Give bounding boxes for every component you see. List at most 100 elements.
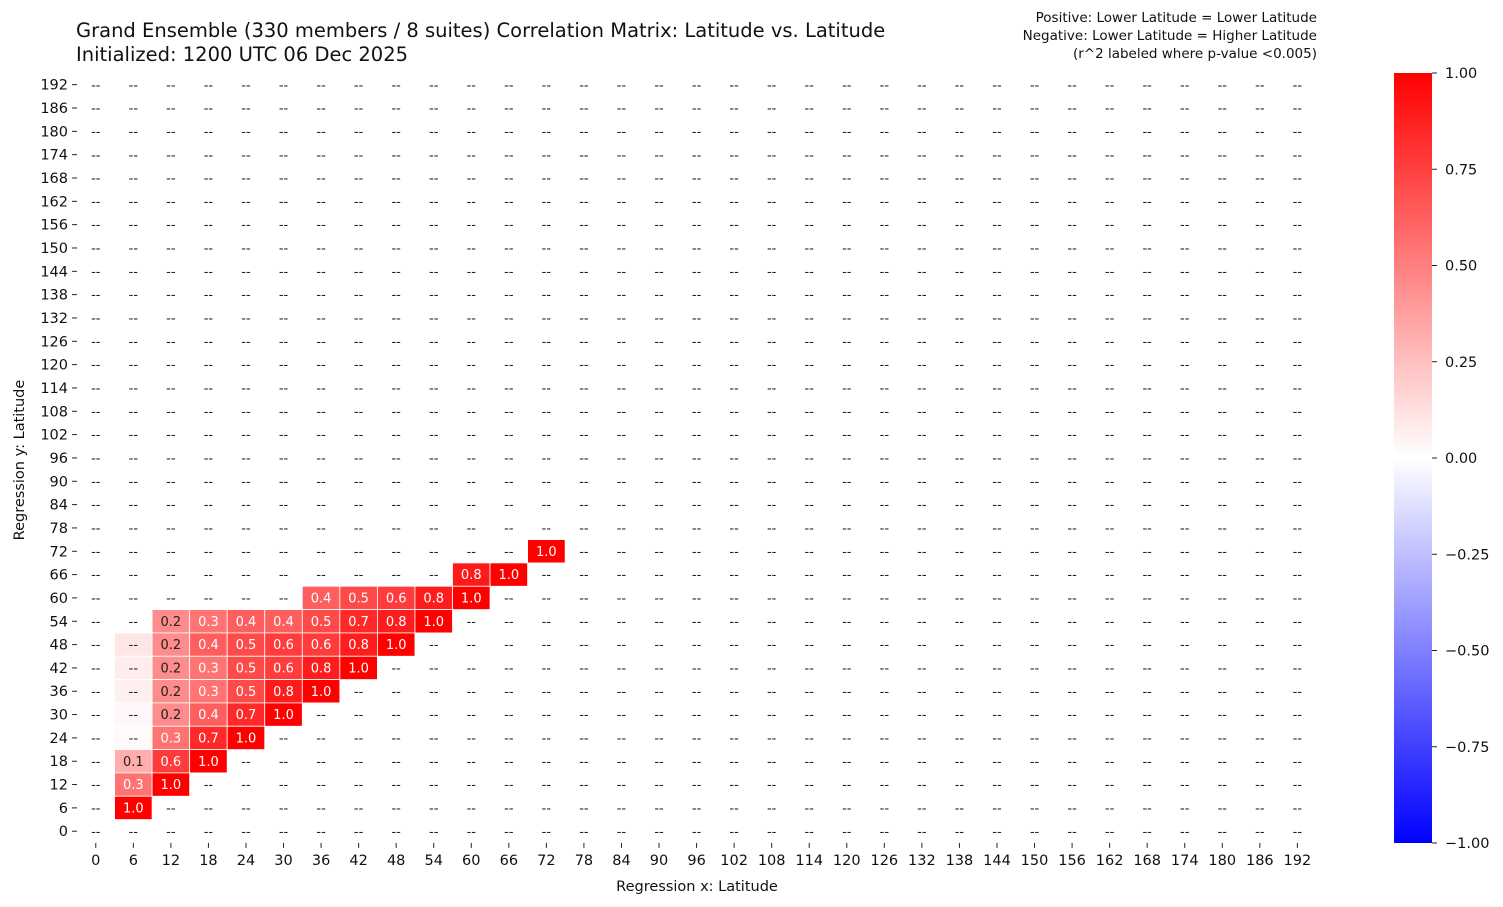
cell-value-label: -- xyxy=(1180,382,1190,397)
cell-value-label: -- xyxy=(1255,148,1265,163)
cell-value-label: -- xyxy=(354,78,364,93)
cell-value-label: 1.0 xyxy=(311,685,332,700)
cell-value-label: -- xyxy=(1030,638,1040,653)
cell-value-label: -- xyxy=(279,195,289,210)
cell-value-label: -- xyxy=(1180,78,1190,93)
cell-value-label: -- xyxy=(129,195,139,210)
cell-value-label: -- xyxy=(805,592,815,607)
cell-value-label: -- xyxy=(129,732,139,747)
cell-value-label: -- xyxy=(467,78,477,93)
cell-value-label: -- xyxy=(729,195,739,210)
cell-value-label: -- xyxy=(391,125,401,140)
cell-value-label: -- xyxy=(805,382,815,397)
y-tick-label: 132 xyxy=(40,311,68,327)
cell-value-label: -- xyxy=(917,801,927,816)
chart-title: Grand Ensemble (330 members / 8 suites) … xyxy=(76,19,885,67)
cell-value-label: -- xyxy=(504,428,514,443)
x-tick-label: 168 xyxy=(1133,853,1161,869)
cell-value-label: -- xyxy=(1142,428,1152,443)
cell-value-label: -- xyxy=(429,638,439,653)
cell-value-label: -- xyxy=(204,498,214,513)
cell-value-label: -- xyxy=(1180,545,1190,560)
cell-value-label: -- xyxy=(1180,592,1190,607)
cell-value-label: -- xyxy=(129,825,139,840)
cell-value-label: -- xyxy=(542,685,552,700)
cell-value-label: -- xyxy=(391,778,401,793)
cell-value-label: -- xyxy=(129,218,139,233)
cell-value-label: -- xyxy=(917,288,927,303)
cell-value-label: -- xyxy=(467,732,477,747)
cell-value-label: -- xyxy=(1067,801,1077,816)
cell-value-label: -- xyxy=(1105,312,1115,327)
cell-value-label: -- xyxy=(992,242,1002,257)
cell-value-label: -- xyxy=(1255,335,1265,350)
cell-value-label: -- xyxy=(429,382,439,397)
cell-value-label: -- xyxy=(391,382,401,397)
colorbar-tick-label: −0.75 xyxy=(1445,740,1489,756)
cell-value-label: -- xyxy=(617,545,627,560)
cell-value-label: -- xyxy=(91,382,101,397)
cell-value-label: -- xyxy=(91,452,101,467)
cell-value-label: -- xyxy=(504,335,514,350)
cell-value-label: 0.8 xyxy=(386,615,407,630)
cell-value-label: -- xyxy=(654,148,664,163)
cell-value-label: -- xyxy=(467,172,477,187)
cell-value-label: -- xyxy=(955,78,965,93)
heatmap-cell xyxy=(489,562,528,587)
cell-value-label: -- xyxy=(654,312,664,327)
cell-value-label: -- xyxy=(204,312,214,327)
cell-value-label: -- xyxy=(241,358,251,373)
cell-value-label: -- xyxy=(692,242,702,257)
cell-value-label: 0.5 xyxy=(236,685,257,700)
cell-value-label: -- xyxy=(729,522,739,537)
cell-value-label: -- xyxy=(91,498,101,513)
cell-value-label: -- xyxy=(542,102,552,117)
cell-value-label: -- xyxy=(805,195,815,210)
cell-value-label: -- xyxy=(1067,335,1077,350)
cell-value-label: -- xyxy=(204,475,214,490)
cell-value-label: -- xyxy=(880,148,890,163)
cell-value-label: -- xyxy=(1180,615,1190,630)
cell-value-label: -- xyxy=(542,825,552,840)
cell-value-label: -- xyxy=(354,265,364,280)
cell-value-label: -- xyxy=(692,452,702,467)
cell-value-label: -- xyxy=(354,732,364,747)
cell-value-label: -- xyxy=(1218,708,1228,723)
heatmap-cell xyxy=(264,702,303,727)
cell-value-label: -- xyxy=(617,475,627,490)
cell-value-label: -- xyxy=(241,755,251,770)
cell-value-label: -- xyxy=(917,242,927,257)
cell-value-label: -- xyxy=(579,592,589,607)
cell-value-label: -- xyxy=(917,195,927,210)
cell-value-label: -- xyxy=(1293,778,1303,793)
x-tick-label: 126 xyxy=(870,853,898,869)
cell-value-label: -- xyxy=(391,102,401,117)
cell-value-label: -- xyxy=(992,801,1002,816)
cell-value-label: -- xyxy=(1255,732,1265,747)
cell-value-label: -- xyxy=(467,265,477,280)
cell-value-label: -- xyxy=(129,568,139,583)
cell-value-label: -- xyxy=(429,148,439,163)
cell-value-label: -- xyxy=(429,685,439,700)
cell-value-label: -- xyxy=(429,801,439,816)
cell-value-label: -- xyxy=(617,358,627,373)
cell-value-label: 0.8 xyxy=(423,592,444,607)
cell-value-label: -- xyxy=(316,148,326,163)
cell-value-label: -- xyxy=(579,405,589,420)
cell-value-label: -- xyxy=(767,102,777,117)
cell-value-label: -- xyxy=(992,475,1002,490)
cell-value-label: -- xyxy=(654,358,664,373)
cell-value-label: -- xyxy=(767,242,777,257)
cell-value-label: -- xyxy=(1218,475,1228,490)
cell-value-label: -- xyxy=(1105,475,1115,490)
cell-value-label: -- xyxy=(279,498,289,513)
cell-value-label: -- xyxy=(429,498,439,513)
cell-value-label: -- xyxy=(654,452,664,467)
cell-value-label: -- xyxy=(504,265,514,280)
cell-value-label: -- xyxy=(880,312,890,327)
y-tick-label: 30 xyxy=(50,708,68,724)
y-tick-label: 84 xyxy=(50,498,68,514)
cell-value-label: -- xyxy=(279,288,289,303)
cell-value-label: -- xyxy=(1030,382,1040,397)
cell-value-label: -- xyxy=(992,428,1002,443)
